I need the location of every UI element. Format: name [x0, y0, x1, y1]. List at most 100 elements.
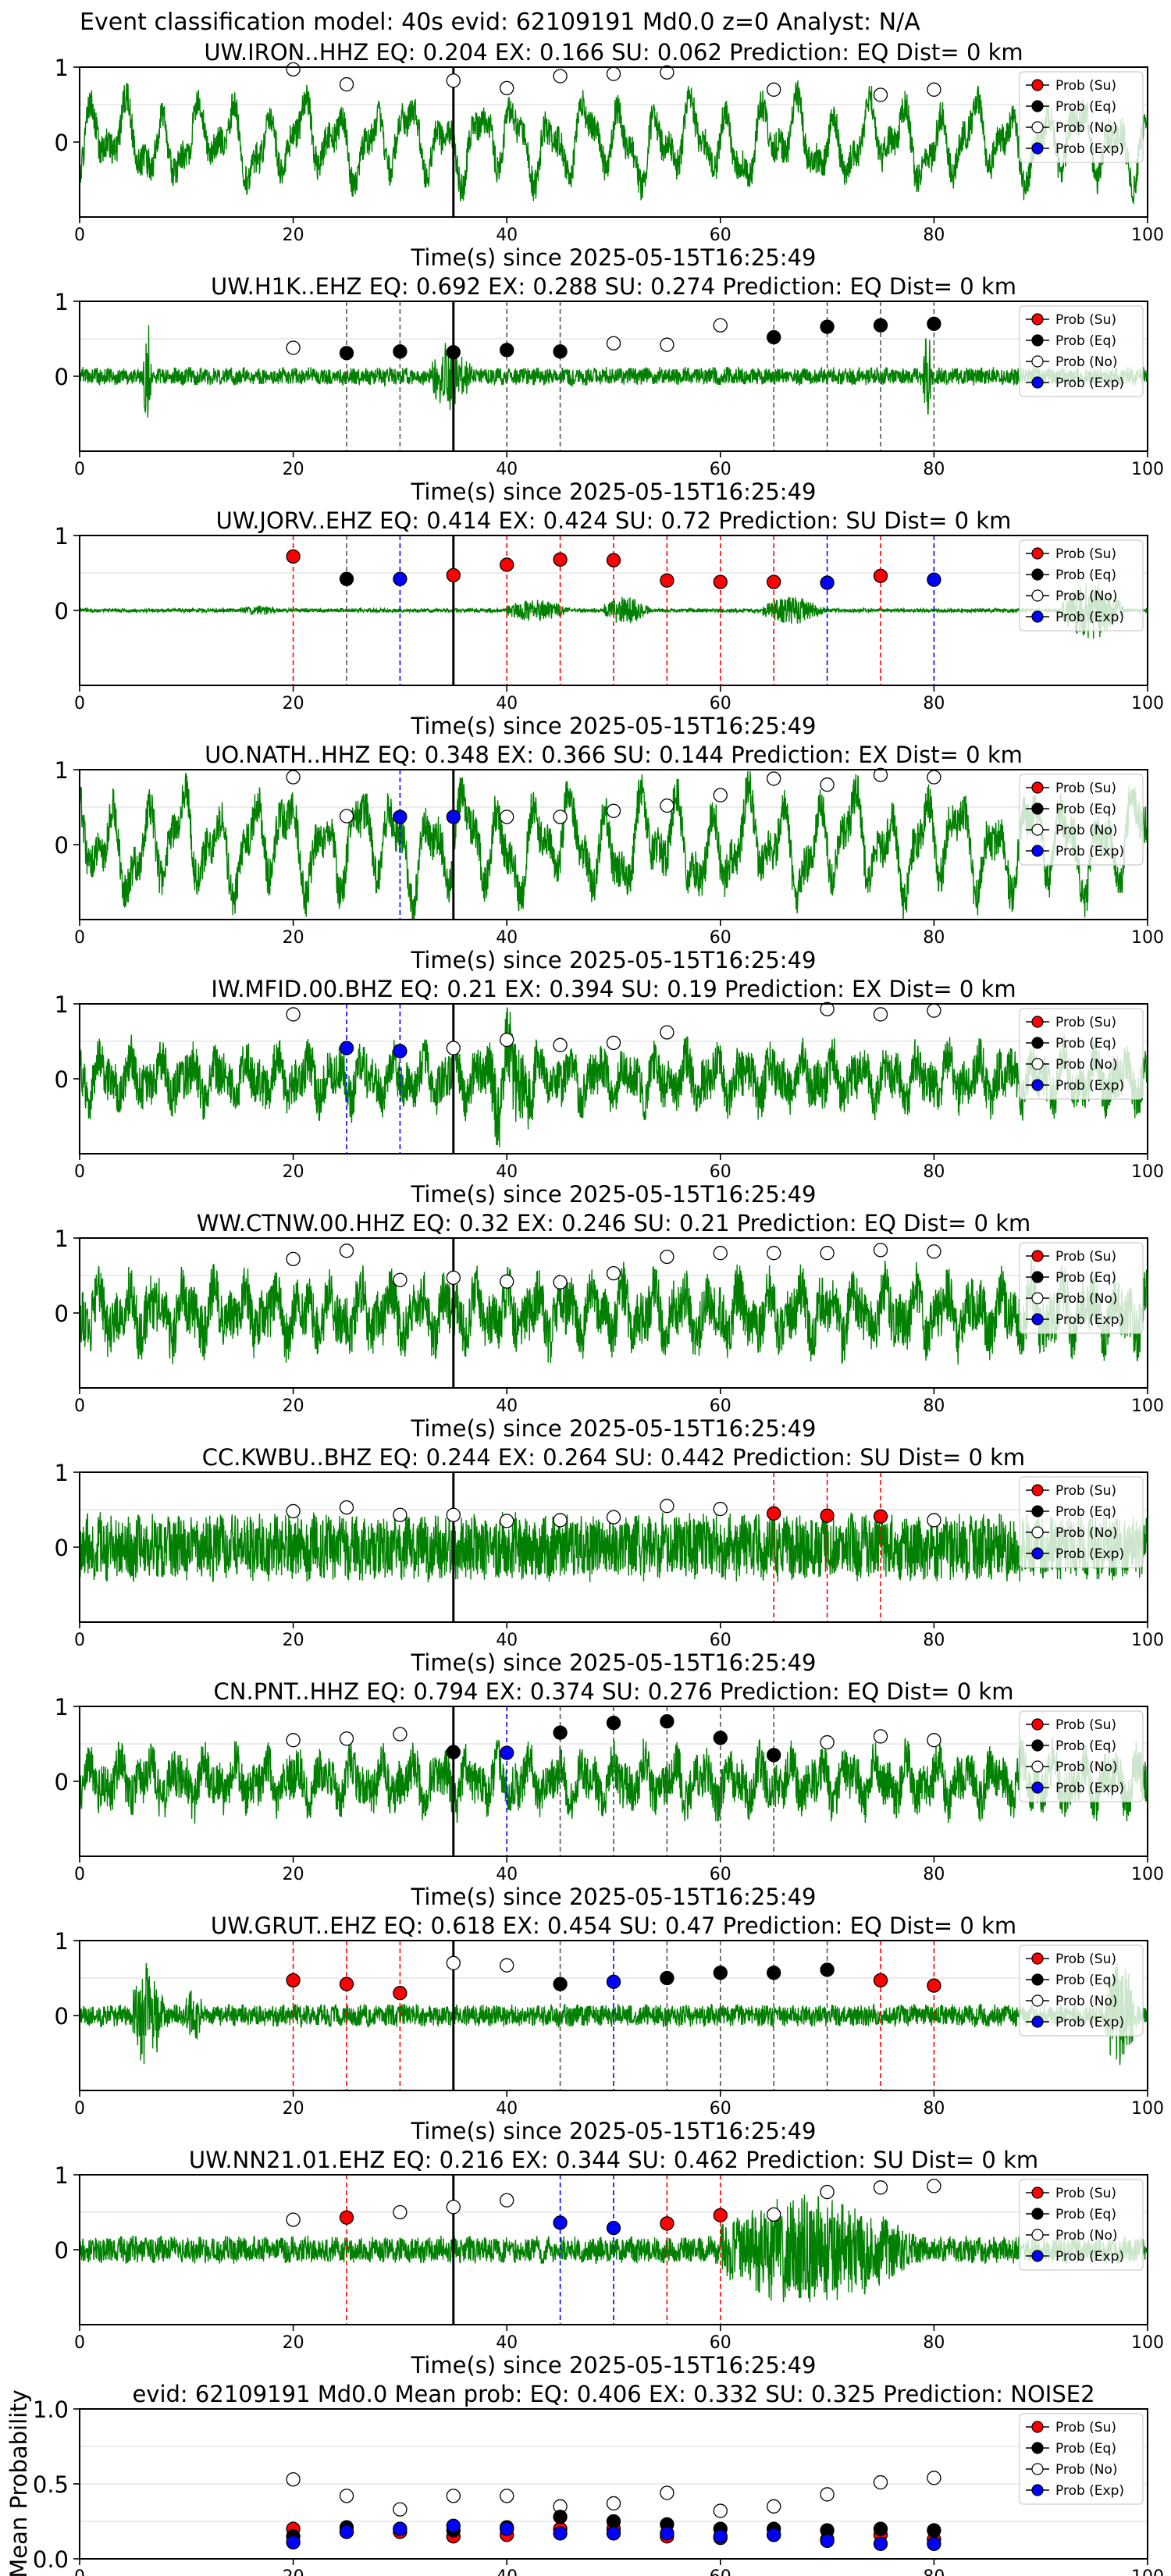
- prob-su-point: [660, 573, 674, 588]
- prob-exp-point: [873, 2536, 888, 2551]
- prob-no-point: [393, 1727, 408, 1742]
- prob-no-point: [767, 2499, 781, 2514]
- x-axis-label: Time(s) since 2025-05-15T16:25:49: [411, 1649, 817, 1676]
- legend-marker-eq: [1031, 568, 1044, 581]
- legend-label-no: Prob (No): [1055, 1759, 1118, 1775]
- legend-label-no: Prob (No): [1055, 589, 1118, 604]
- prob-no-point: [713, 2503, 728, 2518]
- prob-su-point: [339, 1976, 354, 1991]
- prob-eq-point: [927, 2523, 941, 2538]
- panel-title: UO.NATH..HHZ EQ: 0.348 EX: 0.366 SU: 0.1…: [205, 742, 1023, 768]
- x-tick-label: 20: [283, 1397, 304, 1416]
- legend-label-eq: Prob (Eq): [1055, 1270, 1116, 1286]
- x-tick-label: 20: [283, 226, 304, 245]
- x-tick-label: 100: [1131, 2333, 1164, 2353]
- prob-exp-point: [927, 2536, 941, 2551]
- prob-no-point: [713, 788, 728, 802]
- plot-area: [80, 2175, 1148, 2325]
- prob-eq-point: [820, 319, 835, 334]
- legend-marker-no: [1031, 121, 1044, 133]
- x-tick-label: 40: [496, 2099, 518, 2119]
- prob-no-point: [339, 1500, 354, 1515]
- prob-exp-point: [606, 2526, 621, 2541]
- prob-su-point: [446, 568, 461, 583]
- x-tick-label: 40: [496, 928, 518, 948]
- prob-eq-point: [767, 1748, 781, 1763]
- prob-no-point: [339, 809, 354, 824]
- legend-marker-su: [1031, 1952, 1044, 1965]
- legend-label-no: Prob (No): [1055, 354, 1118, 370]
- legend-box: [1019, 539, 1144, 632]
- prob-no-point: [606, 2496, 621, 2511]
- prob-exp-point: [339, 2524, 354, 2539]
- legend-label-su: Prob (Su): [1055, 1483, 1116, 1499]
- prob-eq-point: [767, 329, 781, 345]
- legend-marker-eq: [1031, 802, 1044, 815]
- prob-no-point: [446, 2489, 461, 2503]
- y-tick-label: 0: [55, 364, 69, 390]
- waveform-trace: [80, 80, 1148, 205]
- y-tick-label: 0: [55, 1535, 69, 1561]
- prob-no-point: [553, 1275, 568, 1290]
- waveform-trace: [80, 325, 1148, 418]
- legend-label-exp: Prob (Exp): [1055, 1312, 1124, 1328]
- legend-marker-eq: [1031, 1739, 1044, 1752]
- legend-label-eq: Prob (Eq): [1055, 568, 1116, 583]
- legend-marker-su: [1031, 1484, 1044, 1496]
- x-tick-label: 100: [1131, 2567, 1164, 2576]
- x-tick-label: 80: [923, 1397, 945, 1416]
- x-tick-label: 80: [923, 460, 945, 479]
- x-tick-label: 0: [74, 1162, 85, 1182]
- prob-no-point: [927, 2471, 941, 2485]
- legend-marker-no: [1031, 589, 1044, 602]
- legend-marker-exp: [1031, 2016, 1044, 2028]
- legend-marker-no: [1031, 1994, 1044, 2007]
- prob-exp-point: [820, 575, 835, 590]
- x-axis-label: Time(s) since 2025-05-15T16:25:49: [411, 947, 817, 973]
- prob-eq-point: [873, 318, 888, 333]
- plot-area: [80, 301, 1148, 451]
- prob-no-point: [927, 1003, 941, 1018]
- prob-eq-point: [606, 2514, 621, 2529]
- plot-area: [80, 770, 1148, 920]
- y-tick-label: 0: [55, 1769, 69, 1795]
- prob-no-point: [767, 771, 781, 786]
- prob-no-point: [660, 337, 674, 352]
- x-axis-label: Time(s) since 2025-05-15T16:25:49: [411, 244, 817, 271]
- legend-label-su: Prob (Su): [1055, 1015, 1116, 1030]
- prob-no-point: [820, 2487, 835, 2502]
- x-tick-label: 60: [710, 2333, 731, 2353]
- x-tick-label: 0: [74, 2099, 85, 2119]
- x-tick-label: 60: [710, 460, 731, 479]
- y-tick-label: 0: [55, 832, 69, 859]
- x-tick-label: 20: [283, 1631, 304, 1650]
- legend-label-exp: Prob (Exp): [1055, 1781, 1124, 1796]
- legend-label-su: Prob (Su): [1055, 312, 1116, 328]
- y-tick-label: 1: [55, 757, 69, 784]
- plot-area: [80, 1004, 1148, 1154]
- legend-marker-su: [1031, 781, 1044, 794]
- prob-eq-point: [660, 1714, 674, 1729]
- prob-exp-point: [713, 2529, 728, 2544]
- prob-no-point: [767, 1246, 781, 1261]
- y-tick-label: 0.0: [33, 2546, 69, 2573]
- prob-exp-point: [446, 809, 461, 824]
- legend-box: [1019, 774, 1144, 866]
- x-tick-label: 0: [74, 226, 85, 245]
- prob-no-point: [500, 80, 514, 96]
- legend-label-no: Prob (No): [1055, 120, 1118, 136]
- x-tick-label: 100: [1131, 1865, 1164, 1884]
- y-tick-label: 0.5: [33, 2471, 69, 2498]
- x-tick-label: 20: [283, 928, 304, 948]
- legend-label-exp: Prob (Exp): [1055, 2249, 1124, 2265]
- legend-box: [1019, 1008, 1144, 1100]
- legend-marker-exp: [1031, 1781, 1044, 1794]
- legend-marker-exp: [1031, 2484, 1044, 2496]
- y-tick-label: 0: [55, 598, 69, 624]
- prob-no-point: [820, 1735, 835, 1750]
- legend-box: [1019, 1710, 1144, 1802]
- x-tick-label: 20: [283, 460, 304, 479]
- x-tick-label: 40: [496, 1162, 518, 1182]
- x-tick-label: 0: [74, 2567, 85, 2576]
- legend-marker-exp: [1031, 845, 1044, 857]
